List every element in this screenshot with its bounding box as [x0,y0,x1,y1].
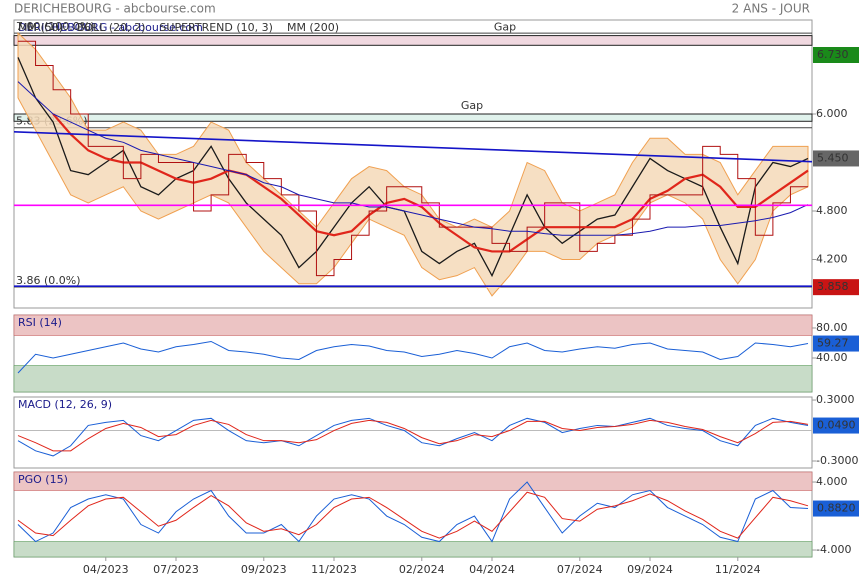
x-tick-label: 02/2024 [399,563,445,576]
series-line [52,113,809,253]
panel-title: PGO (15) [18,473,68,486]
last-value-box [813,279,859,296]
x-tick-label: 07/2023 [153,563,199,576]
x-tick-label: 09/2023 [241,563,287,576]
oversold-zone [13,365,813,393]
overbought-zone [13,314,813,336]
last-value-box [813,417,859,434]
fib-label: 7.00 (100.0%) [16,20,95,33]
gap-band [13,113,813,122]
gap-band [13,35,813,46]
last-value-label: 0.0490 [817,419,856,432]
series-line [17,481,809,543]
last-value-box [813,500,859,517]
panel-title: MACD (12, 26, 9) [18,398,112,411]
y-tick-label: 4.800 [816,204,848,217]
x-tick-label: 07/2024 [557,563,603,576]
series-line [17,57,809,278]
overbought-zone [13,471,813,491]
x-tick-label: 04/2024 [469,563,515,576]
last-value-box [813,46,859,63]
fib-label: 3.86 (0.0%) [16,274,81,287]
y-tick-label: -0.3000 [816,454,858,467]
series-line [17,491,809,539]
chart-title: DERICHEBOURG - abcbourse.com [14,2,216,16]
panel: DERICHEBOURG - abcbourse.com 6.000 4.800 4.… [13,19,859,309]
y-tick-label: 40.00 [816,351,848,364]
y-tick-label: -4.000 [816,543,851,556]
oversold-zone [13,541,813,558]
series-line [17,419,809,452]
chart-subtitle: 2 ANS - JOUR [732,2,810,16]
last-value-box [813,150,859,167]
last-value-label: 5.450 [817,151,849,164]
last-value-label: 6.730 [817,48,849,61]
legend-entry: SUPERTREND (10, 3) [159,21,273,34]
panel-title: RSI (14) [18,316,62,329]
legend-entry: MM (50) [18,21,63,34]
trend-line [13,130,813,163]
y-tick-label: 4.200 [816,253,848,266]
series-line [17,81,809,236]
x-tick-label: 11/2023 [311,563,357,576]
series-line [17,417,809,457]
legend-entry: MM (200) [287,21,339,34]
last-value-label: 0.8820 [817,502,856,515]
y-tick-label: 80.00 [816,321,848,334]
x-tick-label: 04/2023 [83,563,129,576]
series-line [17,340,809,374]
panel: MACD (12, 26, 9) 0.3000 -0.3000 0.0490 [13,393,859,469]
gap-label: Gap [461,99,483,112]
y-tick-label: 0.3000 [816,393,855,406]
x-tick-label: 11/2024 [715,563,761,576]
last-value-label: 3.858 [817,280,849,293]
x-tick-label: 09/2024 [627,563,673,576]
gap-label: Gap [494,21,516,34]
y-tick-label: 6.000 [816,107,848,120]
last-value-box [813,335,859,352]
panel-title: DERICHEBOURG - abcbourse.com [18,21,203,34]
panel: PGO (15) 4.000 -4.000 0.8820 [13,471,859,558]
legend-entry: BOLL (20, 2) [77,21,145,34]
last-value-label: 59.27 [817,337,849,350]
series-line [18,40,808,277]
y-tick-label: 4.000 [816,475,848,488]
